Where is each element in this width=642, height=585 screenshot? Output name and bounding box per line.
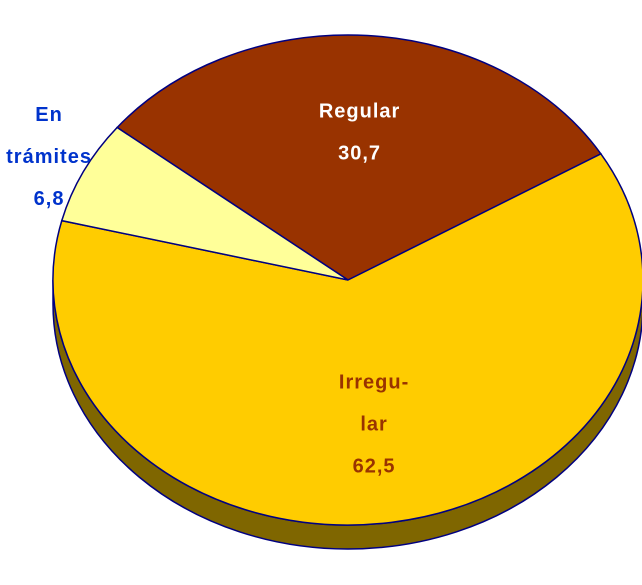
slice-label: Irregu- (339, 372, 409, 394)
slice-label: Regular (319, 101, 400, 123)
slice-label: trámites (6, 146, 92, 168)
slice-label: En (35, 104, 63, 126)
value-label: 62,5 (353, 456, 396, 478)
pie-slice (60, 126, 349, 281)
pie-slice (115, 34, 603, 281)
pie-slice (52, 152, 642, 526)
slice-label: lar (360, 414, 387, 436)
value-label: 30,7 (338, 143, 381, 165)
value-label: 6,8 (34, 188, 65, 210)
